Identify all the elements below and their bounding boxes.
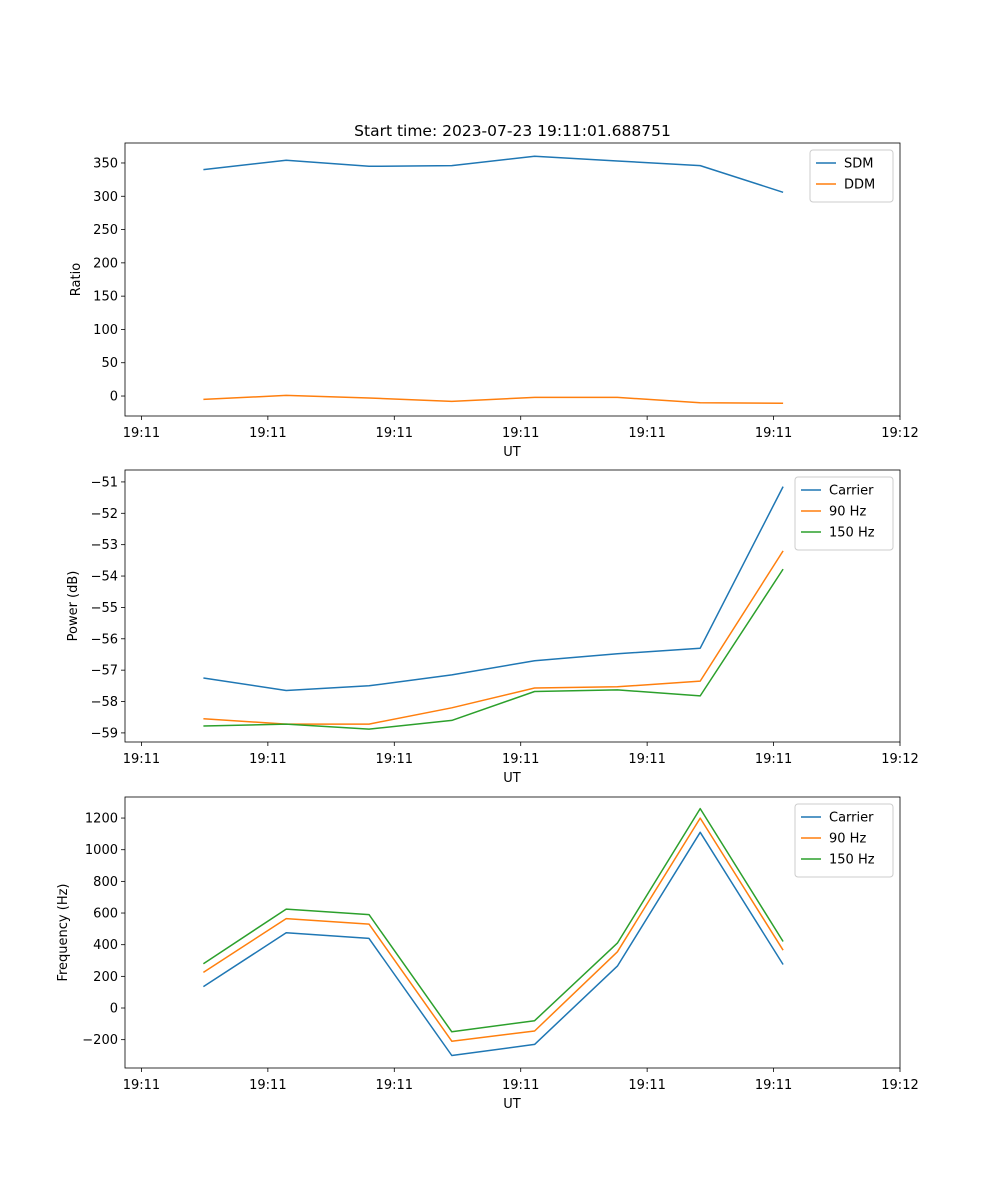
legend-label: Carrier [829,811,874,826]
y-tick-label: 200 [93,256,118,271]
legend-label: SDM [844,157,873,172]
legend: SDM DDM [809,149,894,203]
legend-label: 150 Hz [829,853,875,868]
x-tick-label: 19:11 [628,752,665,767]
series-line-150-hz [202,807,784,1033]
axes-frame [124,142,901,417]
y-tick-label: 250 [93,223,118,238]
y-tick-label: −57 [91,664,118,679]
x-tick-label: 19:12 [881,752,918,767]
y-tick-label: 600 [93,907,118,922]
y-tick-label: −52 [91,507,118,522]
x-tick-label: 19:11 [628,1078,665,1093]
x-tick-label: 19:11 [249,752,286,767]
y-axis-label: Power (dB) [66,571,81,642]
series-line-90-hz [202,817,784,1042]
y-tick-label: 0 [110,390,118,405]
y-tick-label: −56 [91,632,118,647]
series-line-90-hz [203,550,784,725]
y-tick-label: 1200 [85,812,118,827]
chart-title: Start time: 2023-07-23 19:11:01.688751 [354,122,671,140]
x-tick-label: 19:11 [755,752,792,767]
series-line-sdm [203,155,784,194]
subplot-2: 19:11 19:11 19:11 19:11 19:11 19:11 19:12 −59 −5… [66,469,919,786]
x-tick-label: 19:11 [502,752,539,767]
y-tick-label: −55 [91,601,118,616]
legend-label: Carrier [829,484,874,499]
legend-label: 150 Hz [829,526,875,541]
x-tick-label: 19:12 [881,1078,918,1093]
x-tick-label: 19:11 [755,1078,792,1093]
legend: Carrier 90 Hz 150 Hz [794,476,894,551]
x-tick-label: 19:11 [376,752,413,767]
y-tick-label: 1000 [85,843,118,858]
series-line-carrier [202,831,784,1057]
x-tick-label: 19:11 [123,1078,160,1093]
subplot-1: 19:11 19:11 19:11 19:11 19:11 19:11 19:12 0 50 10… [69,122,919,460]
x-axis-label: UT [503,445,521,460]
y-tick-label: −58 [91,695,118,710]
y-tick-label: 50 [101,356,118,371]
y-tick-label: 0 [110,1002,118,1017]
x-tick-label: 19:11 [123,426,160,441]
y-tick-label: 100 [93,323,118,338]
legend-label: 90 Hz [829,832,866,847]
x-tick-label: 19:11 [249,1078,286,1093]
y-tick-label: 200 [93,970,118,985]
y-tick-label: 800 [93,875,118,890]
x-tick-label: 19:11 [502,1078,539,1093]
x-tick-label: 19:11 [249,426,286,441]
x-axis-label: UT [503,771,521,786]
y-tick-label: −51 [91,475,118,490]
series-line-150-hz [203,568,784,730]
axes-frame [124,469,901,743]
y-tick-label: 300 [93,190,118,205]
x-tick-label: 19:11 [628,426,665,441]
x-tick-label: 19:11 [502,426,539,441]
x-tick-label: 19:12 [881,426,918,441]
y-tick-label: −54 [91,570,118,585]
x-tick-label: 19:11 [123,752,160,767]
series-line-carrier [203,486,784,692]
legend-label: DDM [844,178,875,193]
y-tick-label: 400 [93,938,118,953]
x-tick-label: 19:11 [755,426,792,441]
y-axis-label: Ratio [69,263,84,296]
y-tick-label: −59 [91,726,118,741]
x-tick-label: 19:11 [376,426,413,441]
y-tick-label: 350 [93,156,118,171]
x-axis-label: UT [503,1097,521,1112]
y-tick-label: 150 [93,290,118,305]
subplot-3: 19:11 19:11 19:11 19:11 19:11 19:11 19:12 −200 0… [56,796,919,1112]
y-axis-label: Frequency (Hz) [56,883,71,981]
x-tick-label: 19:11 [376,1078,413,1093]
axes-frame [124,796,901,1069]
y-tick-label: −200 [82,1033,118,1048]
legend: Carrier 90 Hz 150 Hz [794,803,894,878]
series-line-ddm [203,394,784,405]
legend-label: 90 Hz [829,505,866,520]
y-tick-label: −53 [91,538,118,553]
